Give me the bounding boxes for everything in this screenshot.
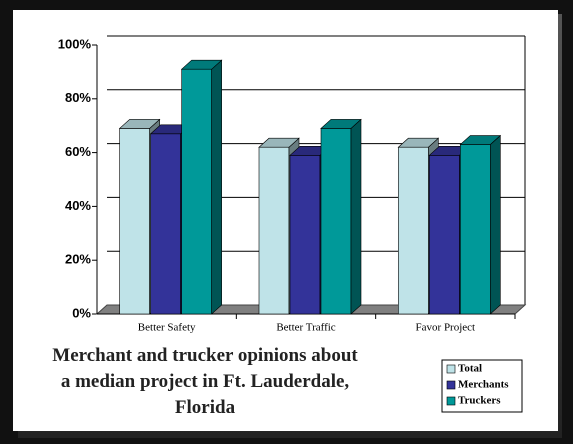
bar-front <box>398 146 429 315</box>
x-tick-label: Better Safety <box>138 322 196 334</box>
bar-front <box>320 128 352 315</box>
y-tick-label: 0% <box>72 305 91 320</box>
chart-title: Merchant and trucker opinions about a me… <box>52 345 358 418</box>
plot-area: 0% 20% 40% 60% 80% 100% Better Safety Better Tr… <box>58 35 527 413</box>
x-tick-label: Favor Project <box>416 322 476 334</box>
bar-side <box>350 118 362 315</box>
legend-label: Truckers <box>458 395 501 407</box>
legend-box <box>441 359 523 413</box>
bar-top <box>459 135 502 145</box>
legend-label: Merchants <box>458 379 509 391</box>
y-tick-label: 60% <box>65 144 91 159</box>
x-tick-label: Better Traffic <box>276 322 335 334</box>
legend-swatch <box>446 396 456 406</box>
legend-label: Total <box>458 363 482 375</box>
bar-front <box>460 144 491 315</box>
y-tick-label: 100% <box>58 36 92 51</box>
bar-front <box>429 154 460 315</box>
bar-side <box>490 134 501 315</box>
y-tick-label: 20% <box>65 252 91 267</box>
bar-front <box>181 68 212 315</box>
legend-swatch <box>446 380 456 390</box>
legend-swatch <box>446 364 456 374</box>
bar-top <box>320 119 362 129</box>
bar-top <box>258 137 300 148</box>
bar-top <box>397 137 440 148</box>
bar-top <box>118 119 161 129</box>
y-tick-label: 40% <box>65 198 91 213</box>
bar-front <box>258 146 290 315</box>
bar-side <box>211 59 222 315</box>
bar-front <box>289 154 321 315</box>
bar-front <box>119 128 150 315</box>
bar-top <box>180 59 223 70</box>
bar-front <box>150 133 181 315</box>
y-tick-label: 80% <box>65 90 91 105</box>
